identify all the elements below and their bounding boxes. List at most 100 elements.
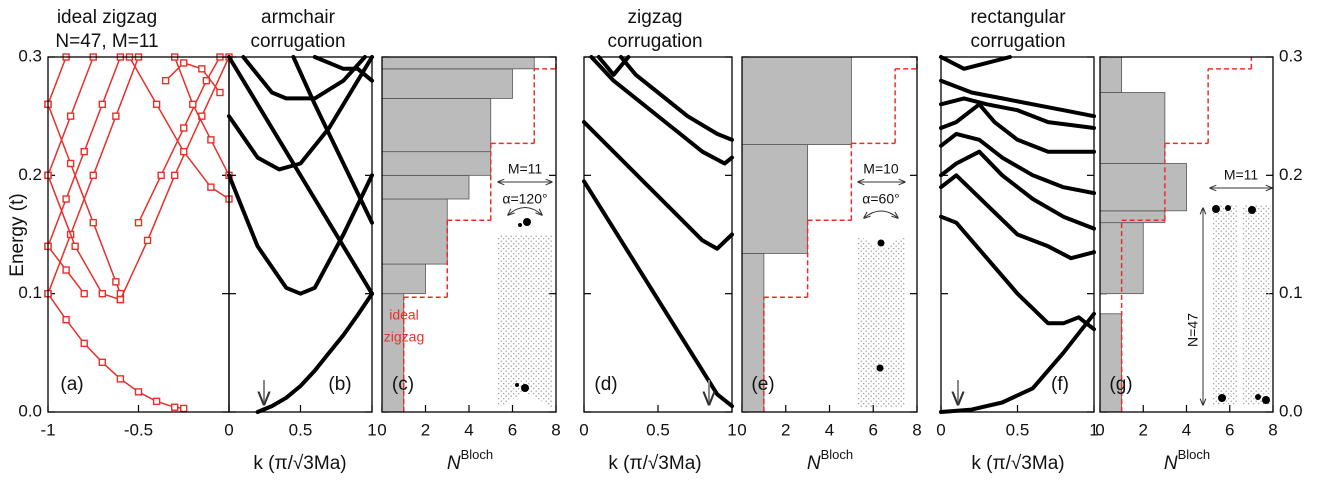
atom-dot (1225, 205, 1231, 211)
band (939, 173, 1096, 261)
x-axis-label: k (π/√3Ma) (971, 453, 1064, 474)
x-axis-label: k (π/√3Ma) (253, 453, 346, 474)
x-tick-label: 2 (781, 420, 790, 439)
annotation: M=11 (508, 161, 543, 177)
band-marker (62, 316, 70, 324)
panel-title: zigzag (628, 7, 683, 28)
band (128, 56, 230, 200)
panel-label: (b) (328, 374, 351, 395)
band (939, 96, 1096, 130)
x-tick-label: 4 (1182, 420, 1191, 439)
y-tick-label: 0.0 (1279, 401, 1303, 420)
panel-title: rectangular (970, 7, 1066, 28)
band-marker (180, 124, 188, 132)
angle-arc (508, 207, 542, 216)
band-marker (180, 59, 188, 67)
panel-label: (g) (1109, 374, 1132, 395)
ribbon-inset (1243, 205, 1271, 405)
band-marker (180, 404, 188, 413)
atom-dot (518, 223, 522, 227)
x-axis-label: NBloch (807, 447, 853, 474)
atom-dot (1212, 205, 1220, 213)
atom-dot (1248, 206, 1256, 214)
x-axis-label-main: N (447, 453, 461, 474)
band-marker (66, 112, 75, 120)
dos-bar (381, 198, 448, 265)
axes-frame (940, 56, 1095, 413)
band (939, 214, 1096, 332)
band-marker (80, 339, 88, 348)
x-tick-label: 0 (936, 420, 945, 439)
x-tick-label: 6 (508, 420, 517, 439)
annotation: α=120° (502, 191, 547, 207)
y-tick-label: 0.2 (18, 165, 42, 184)
panel-label: (e) (751, 374, 774, 395)
atom-dot (877, 239, 885, 247)
band-marker (134, 218, 143, 227)
dos-bar (381, 174, 470, 200)
x-axis-label-main: N (1164, 453, 1178, 474)
x-tick-label: 0.5 (289, 420, 313, 439)
atom-dot (521, 384, 529, 392)
ribbon-insets (497, 182, 1272, 408)
x-axis-label-sup: Bloch (821, 447, 854, 462)
annotation: M=10 (863, 161, 899, 177)
dos-bar (381, 98, 492, 153)
x-tick-label: 0 (377, 420, 386, 439)
atom-dot (1262, 396, 1270, 404)
axes-frame (1099, 56, 1274, 413)
x-tick-label: 6 (1225, 420, 1234, 439)
x-tick-label: 8 (1268, 420, 1277, 439)
atom-dot (1218, 394, 1226, 402)
band (47, 174, 122, 301)
band (227, 55, 374, 172)
band (939, 102, 1096, 154)
panel-subtitle: N=47, M=11 (55, 31, 158, 52)
band (227, 173, 374, 296)
band-marker (98, 289, 107, 298)
panel-subtitle: corrugation (250, 31, 345, 52)
axes-frame (228, 56, 373, 413)
panel: 0.0 0.1 0.2 0.3 0 2 4 6 8 (g) NBloch M=11 N=47 (1095, 46, 1302, 474)
x-tick-label: 0.5 (1006, 420, 1030, 439)
annotation: N=47 (1185, 313, 1201, 347)
y-tick-label: 0.1 (1279, 283, 1303, 302)
band-marker (98, 100, 107, 109)
band-marker (189, 100, 197, 109)
x-axis-label-main: k (π/√3Ma) (253, 453, 346, 474)
x-axis-label: k (π/√3Ma) (608, 453, 701, 474)
x-axis-label-sup: Bloch (461, 447, 494, 462)
x-tick-label: 1 (1089, 420, 1098, 439)
panel: 0.0 0.1 0.2 0.3 -1 -0.5 (a) ideal zigzag N=47, M… (7, 7, 233, 439)
x-tick-label: -1 (40, 420, 55, 439)
y-tick-label: 0.2 (1279, 165, 1303, 184)
band-marker (116, 375, 125, 383)
panel: 0 2 4 6 8 (e) NBloch M=10 α=60° (737, 56, 922, 474)
axes-frame (47, 56, 230, 413)
band (164, 62, 221, 94)
panel: 0 0.5 1 (f) rectangular corrugation k (π/√3Ma) (936, 7, 1098, 474)
band (939, 55, 1012, 71)
band-marker (112, 278, 120, 286)
band-marker (62, 195, 70, 203)
y-tick-label: 0.3 (18, 46, 42, 65)
ribbon-inset (497, 235, 553, 408)
panel-label: (c) (392, 374, 414, 395)
annotation: M=11 (1224, 167, 1259, 183)
band-marker (180, 147, 188, 156)
band-marker (89, 171, 97, 180)
band-marker (66, 159, 75, 168)
band-marker (170, 403, 179, 411)
annotation: α=60° (862, 191, 899, 207)
y-tick-label: 0.0 (18, 401, 42, 420)
band (619, 55, 734, 142)
x-tick-label: 1 (367, 420, 376, 439)
band-marker (207, 136, 215, 144)
atom-dot (523, 218, 531, 226)
panel-subtitle: corrugation (970, 31, 1065, 52)
x-tick-label: 0 (737, 420, 746, 439)
band-marker (116, 295, 125, 304)
x-axis-label-main: N (807, 453, 821, 474)
x-axis-label: NBloch (447, 447, 493, 474)
